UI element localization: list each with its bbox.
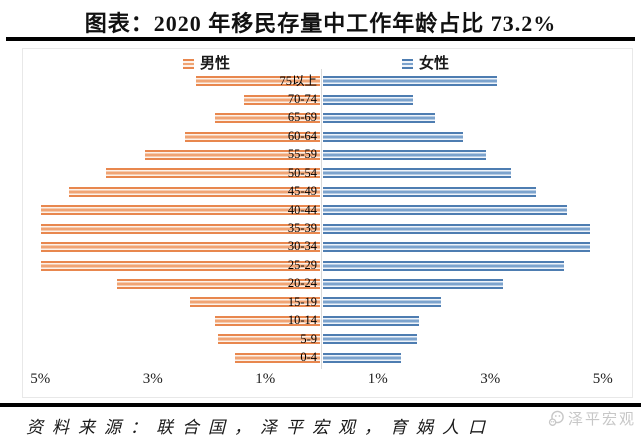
female-bar: [322, 279, 503, 289]
footer-divider: [0, 403, 641, 407]
age-row-55-59: 55-59: [23, 146, 632, 164]
male-bar: [218, 334, 320, 345]
male-bar: [41, 260, 320, 271]
male-bar: [184, 131, 320, 142]
female-bar: [322, 149, 486, 160]
male-bar: [117, 279, 320, 289]
age-label: 60-64: [287, 128, 317, 143]
male-bar: [235, 352, 320, 363]
age-row-30-34: 30-34: [23, 238, 632, 256]
age-row-50-54: 50-54: [23, 164, 632, 182]
male-bar: [41, 205, 320, 216]
male-bar: [145, 149, 320, 160]
male-bar: [105, 168, 320, 179]
age-label: 0-4: [300, 350, 317, 365]
x-tick-label: 1%: [367, 371, 388, 387]
male-bar: [215, 315, 320, 326]
age-label: 45-49: [287, 184, 317, 199]
age-row-40-44: 40-44: [23, 201, 632, 219]
age-label: 55-59: [287, 147, 317, 162]
age-label: 10-14: [287, 313, 317, 328]
legend-label-female: 女性: [419, 56, 450, 72]
x-tick-label: 1%: [255, 371, 276, 387]
female-bar: [322, 76, 497, 87]
x-tick-label: 5%: [592, 371, 613, 387]
age-row-10-14: 10-14: [23, 312, 632, 330]
age-row-60-64: 60-64: [23, 127, 632, 145]
female-bar: [322, 113, 435, 124]
female-swatch-icon: [402, 59, 413, 69]
female-bar: [322, 168, 511, 179]
male-bar: [195, 76, 320, 87]
female-bar: [322, 186, 537, 197]
x-tick-label: 3%: [142, 371, 163, 387]
legend-item-female: 女性: [402, 56, 450, 72]
female-bar: [322, 260, 565, 271]
male-bar: [41, 242, 320, 253]
female-bar: [322, 131, 464, 142]
axis-center-line: [321, 69, 322, 369]
age-label: 35-39: [287, 221, 317, 235]
female-bar: [322, 242, 590, 253]
age-label: 40-44: [287, 202, 317, 217]
age-row-20-24: 20-24: [23, 275, 632, 293]
age-row-45-49: 45-49: [23, 183, 632, 201]
age-label: 20-24: [287, 276, 317, 291]
female-bar: [322, 315, 420, 326]
title-divider: [6, 37, 635, 41]
legend-label-male: 男性: [200, 56, 231, 72]
source-note: 资料来源：联合国，泽平宏观，育娲人口: [26, 418, 494, 437]
chart-title: 图表：2020 年移民存量中工作年龄占比 73.2%: [84, 11, 557, 36]
female-bar: [322, 205, 568, 216]
age-label: 50-54: [287, 165, 317, 180]
watermark-text: 泽平宏观: [567, 412, 636, 428]
age-row-0-4: 0-4: [23, 349, 632, 367]
male-bar: [243, 94, 320, 105]
male-bar: [215, 113, 320, 124]
bars-container: 75以上 70-74 65-69 60-64 55-59 50-54 45-49 40-44 3…: [23, 72, 632, 367]
x-axis-ticks: 5% 3% 1% 1% 3% 5%: [23, 371, 632, 393]
male-swatch-icon: [183, 59, 194, 69]
x-tick-label: 5%: [30, 371, 51, 387]
age-label: 65-69: [287, 110, 317, 125]
x-tick-label: 3%: [480, 371, 501, 387]
age-label: 75以上: [279, 73, 317, 88]
age-row-75以上: 75以上: [23, 72, 632, 90]
zeping-logo-icon: [548, 410, 564, 426]
age-label: 30-34: [287, 239, 317, 254]
age-label: 5-9: [300, 331, 317, 346]
age-label: 15-19: [287, 294, 317, 309]
female-bar: [322, 223, 590, 234]
male-bar: [69, 186, 320, 197]
age-row-35-39: 35-39: [23, 220, 632, 238]
watermark: 泽平宏观: [548, 408, 636, 429]
legend-item-male: 男性: [183, 56, 231, 72]
age-label: 70-74: [287, 91, 317, 106]
chart-area: 男性 女性 75以上 70-74 65-69 60-64 55-59 50-54 45-49…: [22, 48, 633, 398]
female-bar: [322, 352, 402, 363]
male-bar: [41, 223, 320, 234]
female-bar: [322, 297, 441, 308]
age-label: 25-29: [287, 257, 317, 272]
male-bar: [190, 297, 320, 308]
age-row-25-29: 25-29: [23, 256, 632, 274]
female-bar: [322, 334, 417, 345]
age-row-15-19: 15-19: [23, 293, 632, 311]
age-row-5-9: 5-9: [23, 330, 632, 348]
female-bar: [322, 94, 413, 105]
age-row-70-74: 70-74: [23, 90, 632, 108]
age-row-65-69: 65-69: [23, 109, 632, 127]
